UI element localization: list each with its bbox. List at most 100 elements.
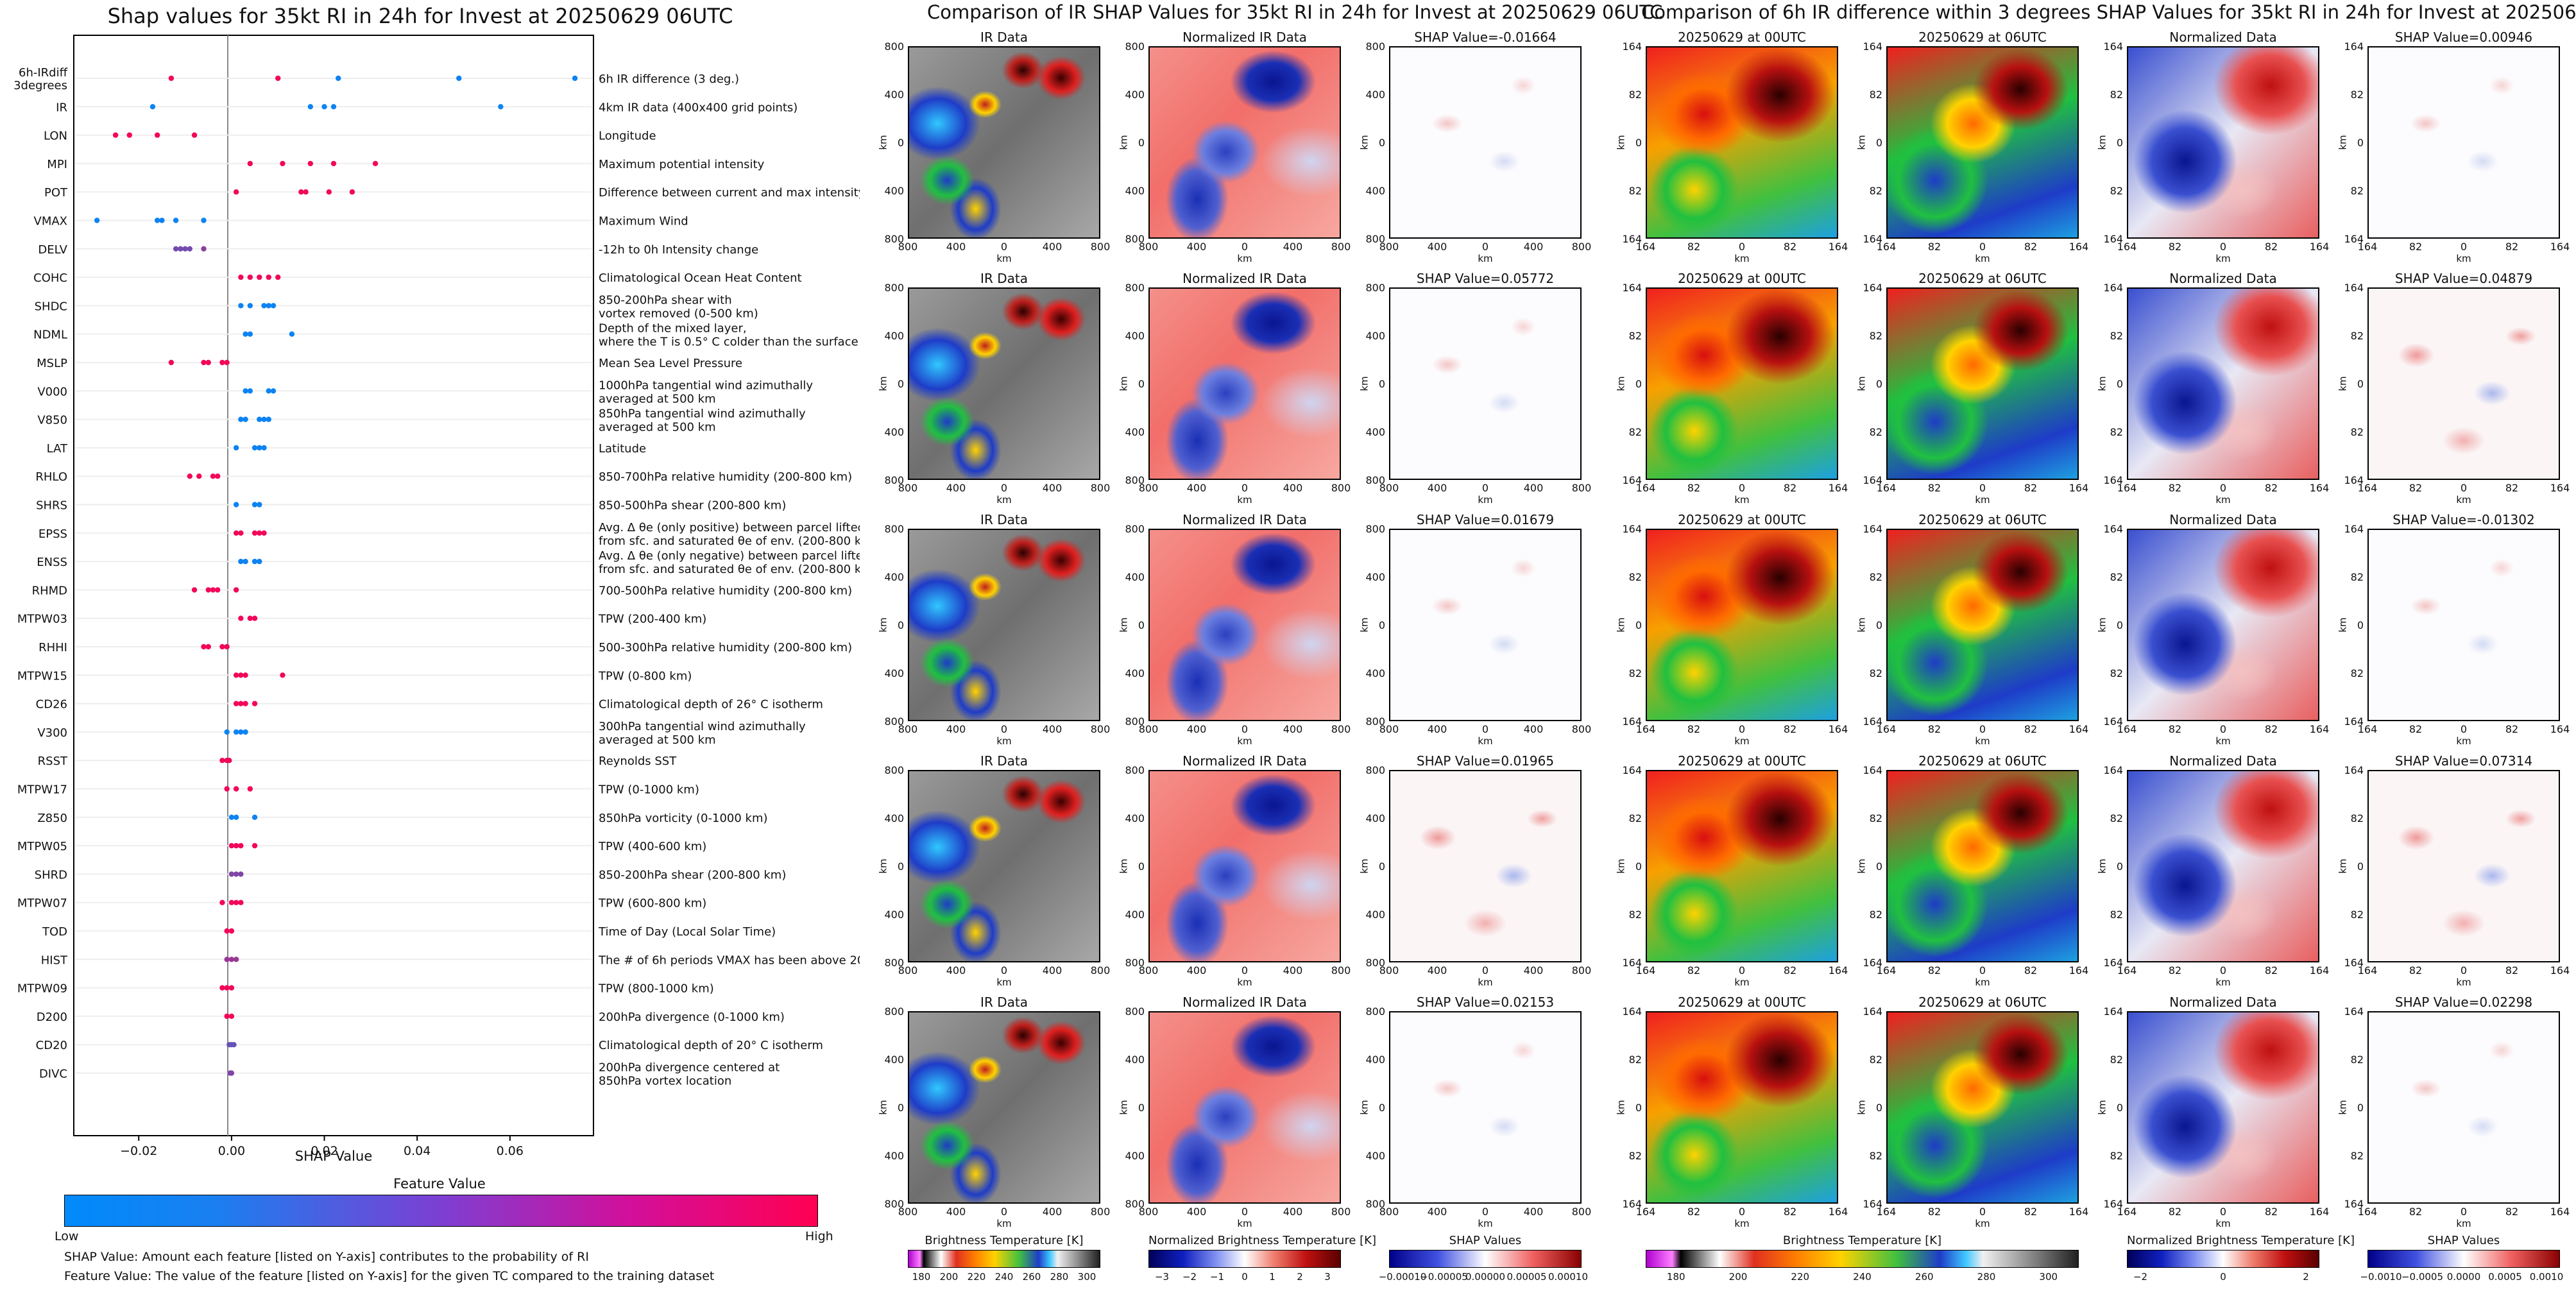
colorbar-tick-label: −0.00005 (1420, 1271, 1468, 1283)
y-axis-label: km (2337, 617, 2349, 633)
y-axis-label: km (877, 376, 889, 391)
y-tick-label: 82 (1869, 1054, 1882, 1066)
panel-title: Normalized Data (2169, 994, 2277, 1010)
x-tick-label: 0 (2219, 241, 2227, 253)
colorbar-tick-label: 240 (1853, 1271, 1872, 1283)
y-tick-label: 0 (1378, 378, 1385, 390)
shap-point (275, 274, 281, 280)
shap-point (247, 615, 253, 621)
x-tick-label: 400 (1523, 1206, 1544, 1218)
x-tick-label: 800 (1331, 482, 1351, 494)
y-axis-label: km (2096, 135, 2108, 150)
x-tick-label: 400 (1427, 723, 1447, 735)
y-tick-label: 0 (1635, 619, 1642, 631)
y-tick-label: 0 (2116, 619, 2123, 631)
y-tick-label: 400 (884, 426, 904, 438)
x-tick-label: 82 (2168, 723, 2182, 735)
x-axis-label: km (1734, 253, 1750, 264)
x-tick-label: 164 (2309, 241, 2330, 253)
panel-title: 20250629 at 06UTC (1918, 753, 2047, 769)
x-tick-label: 164 (2117, 1206, 2137, 1218)
x-tick-label: 800 (898, 482, 918, 494)
x-tick-label: 82 (2409, 964, 2423, 977)
x-axis-label: km (1975, 735, 1990, 747)
colorbar-label: Normalized Brightness Temperature [K] (1148, 1234, 1376, 1247)
x-tick-label: 0 (1738, 964, 1746, 977)
x-tick-label: 800 (1090, 964, 1111, 977)
y-axis-label: km (1855, 376, 1868, 391)
x-tick-label: 82 (2505, 964, 2519, 977)
feature-description: 850-500hPa shear (200-800 km) (599, 499, 786, 513)
y-tick-label: 800 (884, 1005, 904, 1018)
x-tick-label: 82 (2264, 241, 2278, 253)
shap-point (275, 75, 281, 81)
y-tick-label: 0 (897, 1102, 904, 1114)
y-tick-label: 400 (884, 667, 904, 679)
feature-code-label: IR (56, 101, 67, 114)
y-tick-label: 164 (2344, 957, 2364, 969)
x-axis-label: km (996, 977, 1012, 988)
x-tick-label: 400 (1427, 1206, 1447, 1218)
shap-point (252, 445, 258, 451)
y-axis-label: km (1358, 617, 1370, 633)
shap-point (182, 246, 188, 252)
x-tick-label: 400 (946, 964, 966, 977)
y-tick-label: 82 (2110, 571, 2123, 583)
shap-point (233, 814, 239, 821)
x-axis-label: km (1237, 977, 1252, 988)
x-tick-label: 164 (1876, 964, 1897, 977)
shap-title: Shap values for 35kt RI in 24h for Inves… (107, 4, 733, 28)
x-axis-label: km (2456, 253, 2471, 264)
shap-point (266, 388, 271, 394)
shap-point (233, 871, 239, 877)
y-tick-label: 800 (1125, 474, 1145, 486)
y-tick-label: 0 (1635, 1102, 1642, 1114)
x-tick-label: 164 (2117, 241, 2137, 253)
x-tick-label: 800 (898, 1206, 918, 1218)
x-tick-label: 164 (1876, 723, 1897, 735)
y-tick-label: 82 (2350, 812, 2364, 824)
y-tick-label: 82 (1628, 330, 1642, 342)
shap-point (303, 189, 309, 195)
y-axis-label: km (1855, 135, 1868, 150)
shap-point (307, 104, 314, 110)
y-tick-label: 400 (1365, 426, 1385, 438)
y-tick-label: 400 (1365, 1150, 1385, 1162)
x-tick-label: 82 (2264, 964, 2278, 977)
shap-point (280, 672, 286, 678)
y-tick-label: 82 (1628, 667, 1642, 679)
y-tick-label: 82 (1869, 330, 1882, 342)
shap-point (228, 1070, 235, 1076)
shap-point (231, 1042, 237, 1048)
x-tick-label: 164 (2068, 241, 2089, 253)
shap-point (149, 104, 156, 110)
shap-point (224, 1013, 230, 1020)
y-axis-label: km (877, 135, 889, 150)
y-tick-label: 800 (1365, 957, 1385, 969)
y-tick-label: 400 (1125, 1150, 1145, 1162)
diff-shap-panel (2367, 1011, 2560, 1204)
shap-summary-chart: 6h-IRdiff 3degrees IR LON MPI POT VMAX DELV COHC… (13, 35, 860, 1158)
panel-title: IR Data (980, 994, 1028, 1010)
feature-code-label: RHHI (38, 641, 67, 654)
shap-point (243, 416, 248, 422)
x-tick-label: 400 (1042, 723, 1062, 735)
y-tick-label: 0 (1138, 860, 1145, 873)
ir-06utc-panel (1886, 770, 2079, 962)
x-tick-label: 0.04 (404, 1144, 431, 1158)
panel-title: SHAP Value=-0.01664 (1414, 30, 1557, 45)
x-axis-label: km (1478, 977, 1493, 988)
feature-code-label: TOD (42, 925, 67, 939)
y-tick-label: 82 (2110, 330, 2123, 342)
ir-06utc-panel (1886, 287, 2079, 480)
panel-title: SHAP Value=0.07314 (2394, 753, 2533, 769)
x-tick-label: 800 (1379, 482, 1399, 494)
x-tick-label: 164 (2357, 1206, 2378, 1218)
colorbar-tick-label: −2 (1182, 1271, 1197, 1283)
x-tick-label: 400 (1042, 482, 1062, 494)
ir-00utc-panel (1646, 287, 1838, 480)
colorbar-tick-label: 300 (2039, 1271, 2058, 1283)
ir-shap-panel (1389, 287, 1582, 480)
y-tick-label: 800 (1365, 1198, 1385, 1210)
feature-description: 850hPa vorticity (0-1000 km) (599, 812, 768, 825)
